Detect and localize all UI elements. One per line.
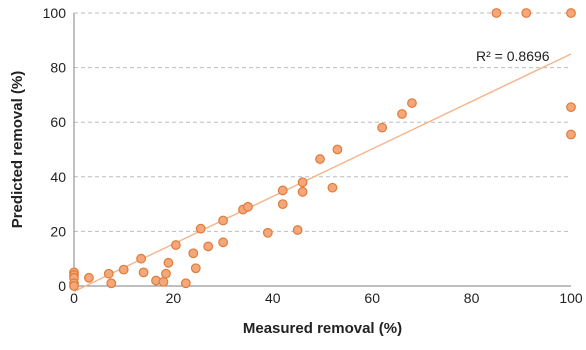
y-tick-label: 60 bbox=[50, 114, 66, 130]
data-point bbox=[315, 154, 325, 164]
data-point bbox=[262, 227, 273, 238]
data-point bbox=[377, 122, 388, 133]
data-point bbox=[297, 177, 308, 188]
trendline bbox=[73, 53, 572, 293]
gridlines bbox=[74, 12, 571, 232]
data-point bbox=[195, 223, 206, 234]
data-point bbox=[218, 215, 229, 226]
x-tick-label: 60 bbox=[364, 290, 380, 306]
data-point bbox=[69, 281, 79, 291]
data-point bbox=[243, 201, 253, 212]
data-point bbox=[136, 253, 146, 264]
data-point bbox=[161, 268, 171, 279]
x-tick-label: 80 bbox=[464, 290, 480, 306]
data-point bbox=[190, 263, 201, 274]
x-tick-label: 100 bbox=[559, 290, 583, 306]
data-point bbox=[118, 264, 129, 275]
y-axis-title: Predicted removal (%) bbox=[9, 71, 26, 229]
data-point bbox=[566, 8, 576, 18]
data-point bbox=[332, 144, 343, 155]
data-point bbox=[491, 8, 502, 18]
data-point bbox=[566, 102, 576, 113]
data-point bbox=[170, 240, 181, 250]
x-axis-title: Measured removal (%) bbox=[243, 320, 402, 337]
y-tick-label: 20 bbox=[50, 223, 66, 239]
y-tick-label: 80 bbox=[50, 60, 66, 76]
data-point bbox=[297, 186, 308, 197]
data-point bbox=[327, 182, 338, 193]
data-point bbox=[103, 268, 114, 279]
data-point bbox=[138, 267, 149, 278]
data-point bbox=[397, 109, 407, 119]
data-point bbox=[521, 8, 532, 18]
x-tick-label: 20 bbox=[166, 290, 182, 306]
data-point bbox=[292, 225, 303, 235]
y-tick-label: 100 bbox=[43, 5, 67, 21]
data-point bbox=[163, 257, 174, 268]
data-point bbox=[277, 185, 288, 196]
y-tick-label: 0 bbox=[58, 278, 66, 294]
data-point bbox=[566, 129, 576, 140]
data-point bbox=[188, 248, 199, 259]
data-point bbox=[407, 98, 417, 108]
data-point bbox=[158, 277, 169, 287]
r-squared-annotation: R² = 0.8696 bbox=[476, 48, 550, 64]
data-points bbox=[69, 8, 576, 291]
x-tick-label: 40 bbox=[265, 290, 281, 306]
tick-labels: 0 20 40 60 80 100 0 20 40 60 80 100 bbox=[43, 5, 583, 306]
data-point bbox=[180, 278, 191, 289]
data-point bbox=[218, 237, 229, 248]
x-tick-label: 0 bbox=[70, 290, 78, 306]
data-point bbox=[84, 272, 94, 283]
y-tick-label: 40 bbox=[50, 169, 66, 185]
data-point bbox=[203, 241, 214, 252]
data-point bbox=[106, 278, 117, 289]
data-point bbox=[277, 199, 288, 210]
